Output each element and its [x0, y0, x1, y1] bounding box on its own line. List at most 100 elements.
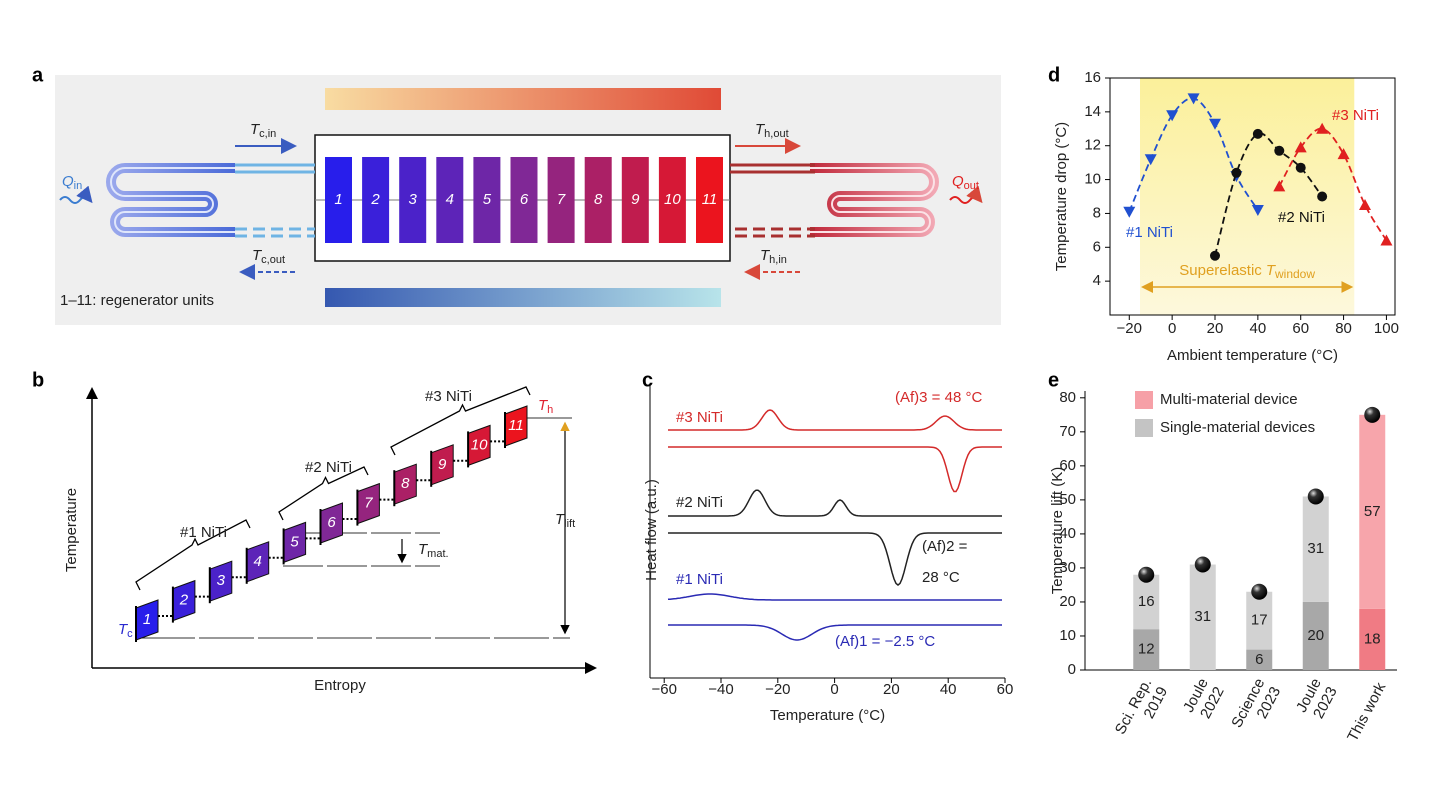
regenerator-unit	[584, 157, 612, 243]
annotation-symbol: T	[1266, 262, 1277, 279]
hot-heat-exchanger-highlight	[810, 167, 935, 233]
bar-segment	[1246, 649, 1273, 670]
plot-frame	[1109, 77, 1396, 316]
label: Tmat.	[418, 541, 449, 560]
data-point	[1316, 122, 1329, 134]
unit-label: 9	[438, 456, 447, 473]
subscript: in	[74, 180, 83, 192]
x-tick-label: This work	[1344, 679, 1389, 744]
symbol: T	[118, 621, 129, 638]
x-tick-label: Science2023	[1228, 676, 1284, 740]
stack-top-marker	[1307, 488, 1324, 505]
panel-c: −60 −40 −20 0 20 40 60 Temperature (°C) Heat flo…	[643, 385, 1013, 724]
x-tick-label: −20	[1117, 320, 1142, 337]
y-tick-label: 4	[1093, 272, 1101, 289]
bar-segment	[1359, 414, 1386, 609]
unit-label: 11	[702, 191, 718, 208]
label: Tc,in	[250, 121, 276, 140]
panel-e: 0 10 20 30 40 50 60 70 80 Temperature lift (K) 12 1…	[1049, 389, 1397, 746]
x-tick-label: 40	[940, 681, 957, 698]
group-bracket	[135, 519, 251, 591]
unit-label: 11	[508, 417, 524, 434]
data-point	[1359, 198, 1371, 210]
thermogram-curve	[668, 532, 1002, 586]
bar-segment	[1246, 591, 1273, 650]
value-label: 12	[1138, 641, 1155, 658]
unit-label: 5	[483, 191, 492, 208]
regenerator-unit	[510, 157, 538, 243]
data-point	[1231, 167, 1242, 178]
symbol: T	[250, 121, 261, 138]
unit-label: 2	[370, 191, 380, 208]
hot-gradient-bar	[325, 88, 721, 110]
unit-label: 6	[520, 191, 529, 208]
thermogram-curve	[668, 624, 1002, 641]
series-label: #1 NiTi	[676, 571, 723, 588]
y-tick-label: 0	[1068, 661, 1076, 678]
y-tick-label: 80	[1059, 389, 1076, 406]
value-label: 6	[1255, 651, 1263, 668]
value-label: 18	[1364, 630, 1381, 647]
x-tick-label: 60	[1292, 320, 1309, 337]
value-label: 57	[1364, 503, 1381, 520]
y-axis-label: Temperature lift (K)	[1049, 467, 1066, 595]
data-point	[1317, 191, 1328, 202]
x-tick-label: −60	[651, 681, 676, 698]
label: Qout	[952, 173, 979, 192]
y-tick-label: 12	[1084, 137, 1101, 154]
heat-out-arrow	[949, 185, 983, 204]
unit-label: 7	[364, 495, 373, 512]
value-label: 17	[1251, 612, 1268, 629]
label: Tc	[118, 621, 133, 640]
bar-segment	[1133, 574, 1160, 630]
x-tick-label: 40	[1250, 320, 1267, 337]
group-label: #1 NiTi	[180, 524, 227, 541]
annotation: (Af)2 =	[922, 538, 968, 555]
regenerator-unit	[473, 157, 501, 243]
panel-label: b	[32, 369, 44, 391]
group-bracket	[278, 466, 369, 521]
thermogram-curve	[668, 489, 1002, 517]
unit-label: 9	[631, 191, 640, 208]
data-point	[1295, 162, 1306, 173]
symbol: T	[538, 397, 549, 414]
series-label: #3 NiTi	[676, 409, 723, 426]
x-tick-label: Sci. Rep.2019	[1112, 676, 1171, 746]
annotation: (Af)3 = 48 °C	[895, 389, 982, 406]
y-tick-label: 10	[1059, 627, 1076, 644]
x-axis-label: Ambient temperature (°C)	[1167, 347, 1338, 364]
unit-label: 1	[334, 191, 342, 208]
symbol: T	[555, 511, 566, 528]
bar-segment	[1302, 601, 1329, 670]
panel-a: Tc,in Th,out Tc,out Th,in Qin Qout 1–11:…	[55, 75, 1001, 325]
y-tick-label: 16	[1084, 69, 1101, 86]
data-point	[1294, 141, 1307, 153]
label: Th,out	[755, 121, 789, 140]
data-point	[1273, 180, 1286, 192]
regenerator-unit	[658, 157, 686, 243]
stack-top-marker	[1194, 556, 1211, 573]
heat-in-arrow	[59, 185, 93, 204]
y-tick-label: 6	[1093, 238, 1101, 255]
x-tick-label-line: This work	[1344, 679, 1389, 744]
subscript: c,out	[261, 254, 285, 266]
symbol: T	[760, 247, 771, 264]
x-tick-label: Joule2022	[1180, 676, 1228, 724]
unit-label: 10	[471, 436, 488, 453]
data-point	[1251, 205, 1264, 217]
symbol: T	[252, 247, 263, 264]
unit-label: 8	[594, 191, 603, 208]
y-axis-label: Temperature	[63, 488, 80, 572]
regenerator-unit	[362, 157, 390, 243]
data-point	[1144, 154, 1157, 166]
group-bracket	[390, 386, 531, 456]
unit-label: 4	[446, 191, 454, 208]
x-tick-label: 60	[997, 681, 1014, 698]
panel-label: e	[1048, 369, 1059, 391]
x-axis-label: Entropy	[314, 677, 366, 694]
y-axis-label: Heat flow (a.u.)	[643, 479, 660, 581]
label: Th	[538, 397, 553, 416]
data-point	[1274, 145, 1285, 156]
value-label: 31	[1194, 608, 1211, 625]
